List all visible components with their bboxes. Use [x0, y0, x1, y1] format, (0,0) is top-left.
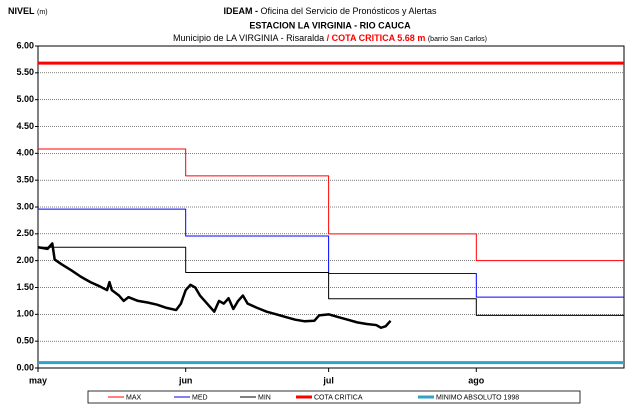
y-tick-label: 1.00: [16, 309, 34, 319]
y-tick-label: 0.00: [16, 362, 34, 372]
chart-title: IDEAM - Oficina del Servicio de Pronósti…: [223, 6, 437, 16]
x-tick-label: may: [29, 375, 47, 385]
legend-label: MAX: [126, 394, 142, 401]
legend-label: MIN: [258, 394, 271, 401]
y-tick-label: 5.00: [16, 94, 34, 104]
y-tick-label: 2.50: [16, 228, 34, 238]
y-tick-label: 6.00: [16, 40, 34, 50]
y-axis-label: NIVEL (m): [8, 6, 48, 16]
y-tick-label: 1.50: [16, 282, 34, 292]
series-line: [38, 208, 624, 298]
y-tick-label: 3.00: [16, 201, 34, 211]
chart-note: Municipio de LA VIRGINIA - Risaralda / C…: [173, 33, 487, 43]
y-tick-label: 0.50: [16, 336, 34, 346]
series-line: [38, 246, 624, 316]
x-tick-label: ago: [468, 375, 485, 385]
legend-label: COTA CRITICA: [314, 394, 363, 401]
legend-box: [87, 390, 581, 404]
x-tick-label: jul: [322, 375, 334, 385]
y-tick-label: 5.50: [16, 67, 34, 77]
y-tick-label: 2.00: [16, 255, 34, 265]
y-tick-label: 4.00: [16, 148, 34, 158]
series-line: [37, 242, 392, 329]
legend-label: MINIMO ABSOLUTO 1998: [436, 394, 519, 401]
series-line: [38, 148, 624, 262]
x-tick-label: jun: [178, 375, 193, 385]
chart-subtitle: ESTACION LA VIRGINIA - RIO CAUCA: [249, 20, 411, 30]
y-tick-label: 3.50: [16, 175, 34, 185]
y-tick-label: 4.50: [16, 121, 34, 131]
legend-label: MED: [192, 394, 208, 401]
